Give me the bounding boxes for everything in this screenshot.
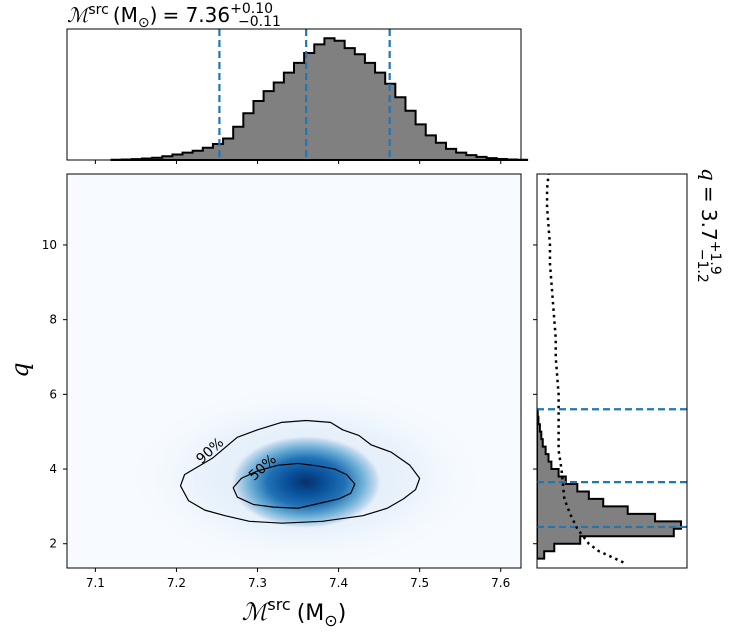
y-tick-label-1: 4 [49, 462, 57, 476]
x-tick-label-5: 7.6 [491, 576, 510, 590]
x-tick-label-0: 7.1 [86, 576, 105, 590]
x-tick-label-4: 7.5 [410, 576, 429, 590]
top-marginal-title: ℳsrc (M⊙) = 7.36+0.10 −0.11 [67, 1, 281, 31]
top-title-err-up: +0.10 [230, 1, 273, 17]
right-y-ticks [533, 244, 537, 545]
right-title-err-down: −1.2 [694, 249, 710, 283]
contour-lines [179, 419, 421, 524]
top-title-unit-sub: ⊙ [138, 15, 150, 31]
y-tick-label-3: 8 [49, 313, 57, 327]
joint-y-ticks: 2 4 6 8 10 [42, 238, 67, 551]
right-panel-frame [536, 173, 688, 569]
top-x-ticks [94, 160, 502, 164]
right-quantile-lines [537, 408, 687, 529]
y-axis-title: q [6, 362, 34, 377]
x-axis-sup: src [267, 595, 290, 614]
x-tick-label-2: 7.3 [248, 576, 267, 590]
top-title-unit-close: ) [150, 3, 158, 27]
right-marginal-title: q = 3.7+1.9−1.2 [694, 168, 723, 283]
x-axis-symbol: ℳ [242, 598, 271, 626]
x-axis-unit: (M [297, 601, 325, 626]
x-axis-unit-sub: ⊙ [324, 611, 337, 630]
joint-x-ticks: 7.1 7.2 7.3 7.4 7.5 7.6 [86, 568, 510, 590]
joint-panel-frame [66, 173, 522, 569]
right-title-value: = 3.7 [697, 186, 721, 241]
top-histogram [110, 37, 529, 161]
top-panel-frame [66, 28, 522, 161]
y-tick-label-4: 10 [42, 238, 57, 252]
right-marginal-panel [533, 173, 688, 569]
x-axis-unit-close: ) [338, 601, 347, 626]
x-axis-title: ℳsrc (M⊙) [242, 595, 347, 630]
right-histogram-step [537, 408, 682, 560]
right-title-symbol: q [697, 168, 721, 181]
y-tick-label-2: 6 [49, 387, 57, 401]
right-title-err-up: +1.9 [707, 241, 723, 275]
top-title-symbol: ℳ [67, 3, 91, 27]
y-tick-label-0: 2 [49, 537, 57, 551]
contour-50pct [232, 462, 356, 509]
right-histogram [537, 408, 682, 560]
top-histogram-step [110, 37, 529, 161]
contour-90pct [179, 419, 421, 524]
top-title-value: = 7.36 [162, 3, 230, 27]
prior-curve [545, 174, 624, 564]
x-tick-label-1: 7.2 [167, 576, 186, 590]
top-title-err-down: −0.11 [238, 14, 281, 30]
top-title-unit: (M [113, 3, 138, 27]
x-tick-label-3: 7.4 [329, 576, 348, 590]
top-marginal-panel [66, 28, 529, 164]
top-title-sup: src [88, 2, 108, 18]
